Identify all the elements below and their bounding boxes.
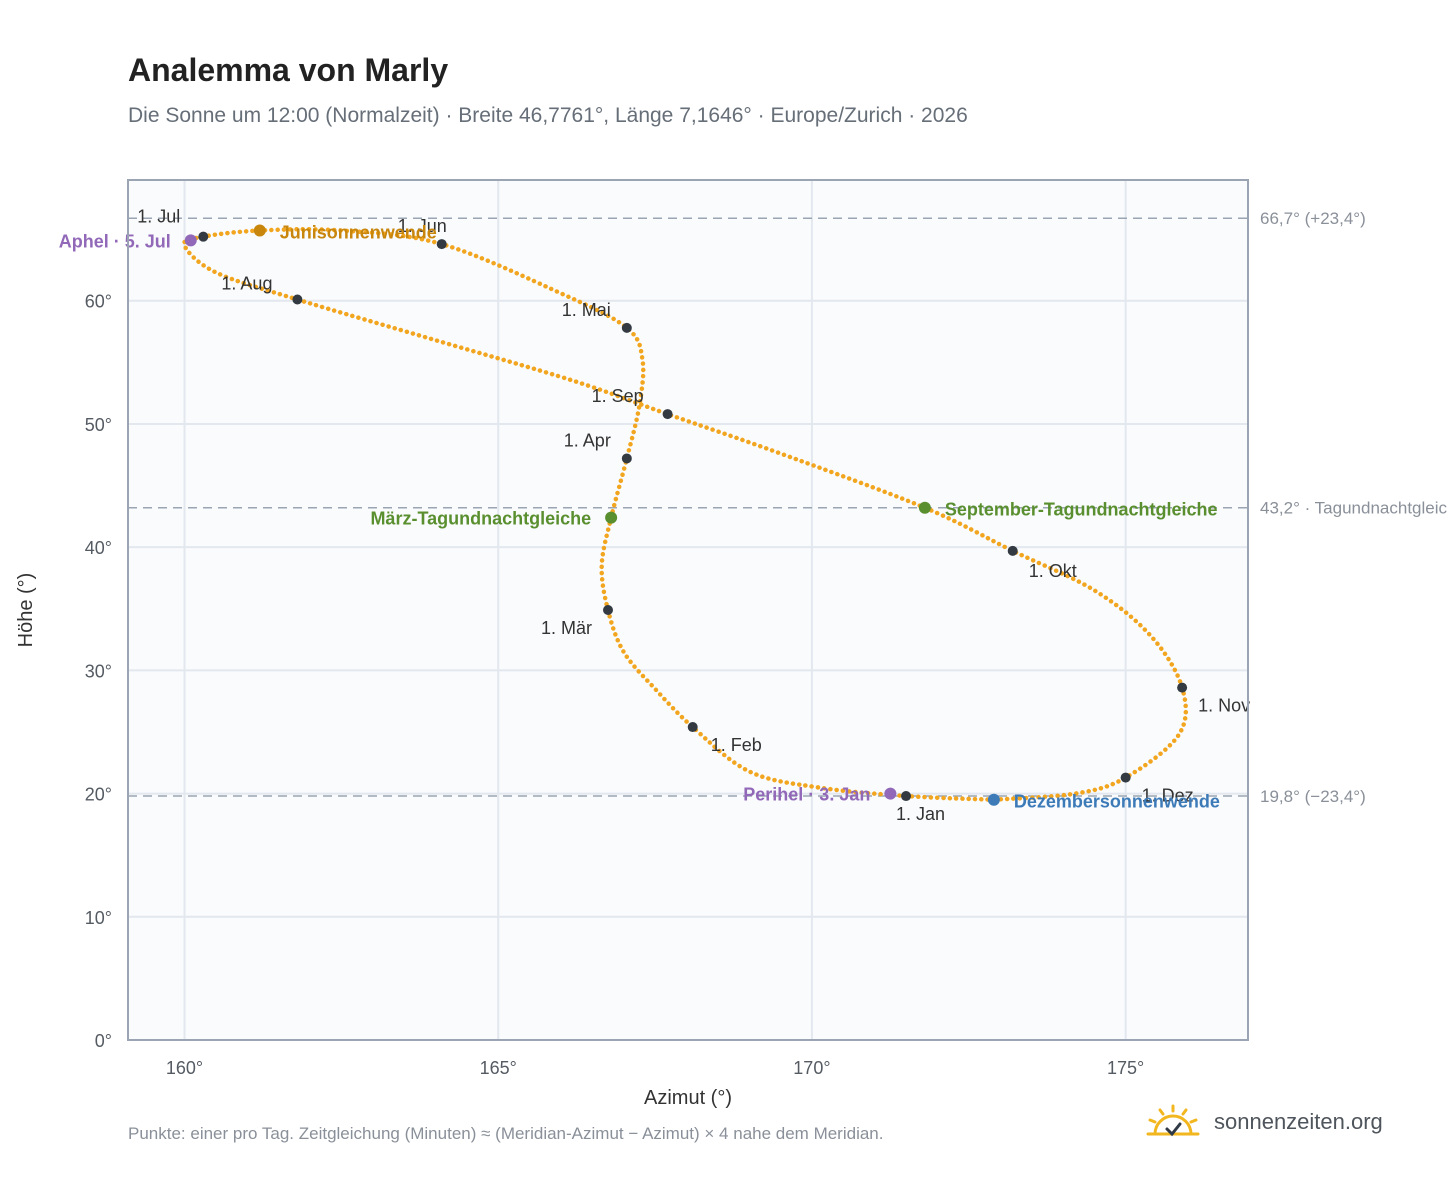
month-marker-label: 1. Dez — [1142, 786, 1194, 806]
month-marker-label: 1. Jun — [398, 216, 447, 236]
x-tick-label: 175° — [1107, 1058, 1144, 1078]
x-axis-label: Azimut (°) — [644, 1087, 732, 1109]
event-marker — [253, 224, 266, 237]
month-marker — [1177, 682, 1188, 693]
month-marker — [1120, 772, 1131, 783]
event-label: September-Tagundnachtgleiche — [945, 500, 1218, 520]
event-marker — [918, 501, 931, 514]
axis-ticks: 160° 165° 170° 175° 0° 10° 20° 30° 40° 50° 60° — [85, 292, 1144, 1078]
reference-line-label: 43,2° · Tagundnachtgleiche — [1260, 499, 1448, 518]
plot-area — [128, 180, 1248, 1040]
x-tick-label: 165° — [480, 1058, 517, 1078]
x-tick-label: 170° — [793, 1058, 830, 1078]
month-marker-label: 1. Mai — [562, 300, 611, 320]
x-tick-label: 160° — [166, 1058, 203, 1078]
month-marker — [603, 605, 613, 615]
y-tick-label: 10° — [85, 908, 112, 928]
event-marker — [605, 511, 618, 524]
brand-name: sonnenzeiten.org — [1214, 1109, 1383, 1134]
month-marker — [687, 722, 698, 733]
month-marker-label: 1. Apr — [564, 430, 611, 450]
month-marker — [1007, 545, 1018, 556]
event-label: Junisonnenwende — [280, 223, 437, 243]
brand[interactable]: sonnenzeiten.org — [1146, 1100, 1383, 1144]
event-label: Perihel · 3. Jan — [743, 785, 870, 805]
chart-subtitle: Die Sonne um 12:00 (Normalzeit) · Breite… — [128, 104, 968, 127]
chart-title: Analemma von Marly — [128, 52, 449, 88]
y-tick-label: 40° — [85, 538, 112, 558]
month-marker — [662, 409, 673, 420]
event-marker — [987, 793, 1000, 806]
sun-logo-icon — [1146, 1104, 1200, 1137]
grid — [128, 180, 1248, 1041]
month-marker — [621, 453, 632, 464]
month-marker-label: 1. Okt — [1029, 561, 1077, 581]
month-marker-label: 1. Feb — [711, 735, 762, 755]
reference-line-label: 19,8° (−23,4°) — [1260, 787, 1366, 806]
event-markers: Junisonnenwende Dezembersonnenwende März-T… — [59, 223, 1220, 812]
event-label: Dezembersonnenwende — [1014, 792, 1220, 812]
month-marker — [901, 791, 912, 802]
reference-line-label: 66,7° (+23,4°) — [1260, 209, 1366, 228]
event-marker — [184, 234, 197, 247]
analemma-curve — [181, 226, 1189, 802]
month-marker-label: 1. Aug — [221, 274, 272, 294]
month-marker-label: 1. Sep — [592, 386, 644, 406]
y-tick-label: 50° — [85, 415, 112, 435]
month-marker — [621, 322, 632, 333]
y-tick-label: 30° — [85, 661, 112, 681]
plot-frame — [127, 179, 1249, 1041]
event-label: März-Tagundnachtgleiche — [370, 509, 591, 529]
month-marker — [198, 231, 209, 242]
event-label: Aphel · 5. Jul — [59, 231, 171, 251]
analemma-series — [181, 226, 1189, 802]
month-marker-label: 1. Mär — [541, 618, 592, 638]
month-marker-label: 1. Nov — [1198, 696, 1250, 716]
month-marker — [436, 239, 447, 250]
month-marker — [292, 294, 303, 305]
y-tick-label: 20° — [85, 785, 112, 805]
event-marker — [884, 787, 897, 800]
y-tick-label: 60° — [85, 292, 112, 312]
footnote: Punkte: einer pro Tag. Zeitgleichung (Mi… — [128, 1124, 884, 1143]
y-tick-label: 0° — [95, 1031, 112, 1051]
y-axis-label: Höhe (°) — [15, 573, 37, 648]
month-marker-label: 1. Jul — [137, 207, 180, 227]
month-markers: 1. Jan 1. Feb 1. Mär 1. Apr 1. Mai 1. Jun 1. J… — [137, 207, 1250, 824]
month-marker-label: 1. Jan — [896, 804, 945, 824]
reference-lines: 66,7° (+23,4°) 43,2° · Tagundnachtgleiche… — [128, 209, 1448, 806]
